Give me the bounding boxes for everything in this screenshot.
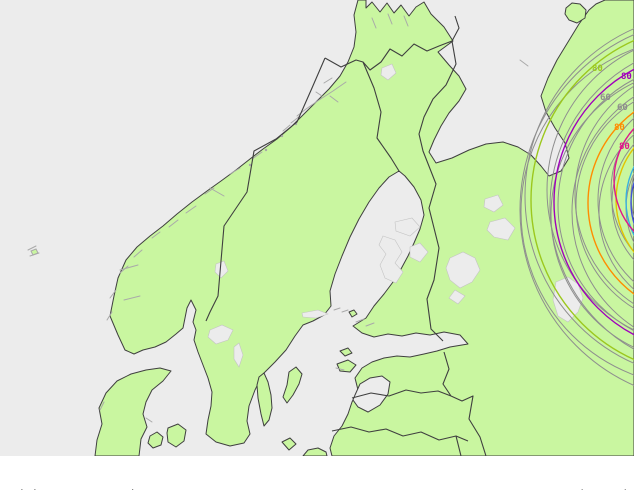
caption-right: Mo 05-01-2026 00:00 UTC (00+24) ©weather…	[397, 456, 634, 490]
aland-islands	[348, 309, 358, 318]
coastal-detail-lines	[27, 13, 529, 423]
country-borders	[205, 15, 487, 456]
kola-island	[564, 2, 587, 24]
valid-time-label: Mo 05-01-2026 00:00 UTC (00+24)	[397, 487, 630, 490]
contour-label: 80	[619, 142, 630, 152]
caption-bar: Height/Temp. 925 hPa GFS ENS Isophyse: 6…	[0, 456, 634, 490]
gotland-island	[282, 366, 303, 404]
mainland-landmass	[109, 0, 634, 456]
contour-label: 80	[621, 72, 632, 82]
contour-label: 80	[592, 64, 603, 74]
contour-label: 60	[617, 103, 628, 113]
hiiumaa-island	[339, 347, 353, 357]
product-label: Height/Temp. 925 hPa GFS ENS	[3, 487, 221, 490]
south-baltic-coast	[302, 447, 328, 456]
gulf-of-riga	[352, 375, 391, 413]
map-area: 80 80 60 60 80 80	[0, 0, 634, 456]
oland-island	[256, 372, 273, 427]
scandinavia-map: 80 80 60 60 80 80	[0, 0, 634, 456]
denmark-jutland	[94, 367, 172, 456]
contour-label: 80	[614, 123, 625, 133]
contour-labels: 80 80 60 60 80 80	[592, 64, 632, 152]
ensemble-isolines	[519, 28, 634, 386]
lakes	[207, 63, 584, 368]
caption-left: Height/Temp. 925 hPa GFS ENS Isophyse: 6…	[0, 456, 221, 490]
zealand-island	[166, 423, 187, 448]
contour-label: 60	[600, 93, 611, 103]
funen-island	[147, 431, 164, 449]
bornholm-island	[281, 437, 297, 451]
